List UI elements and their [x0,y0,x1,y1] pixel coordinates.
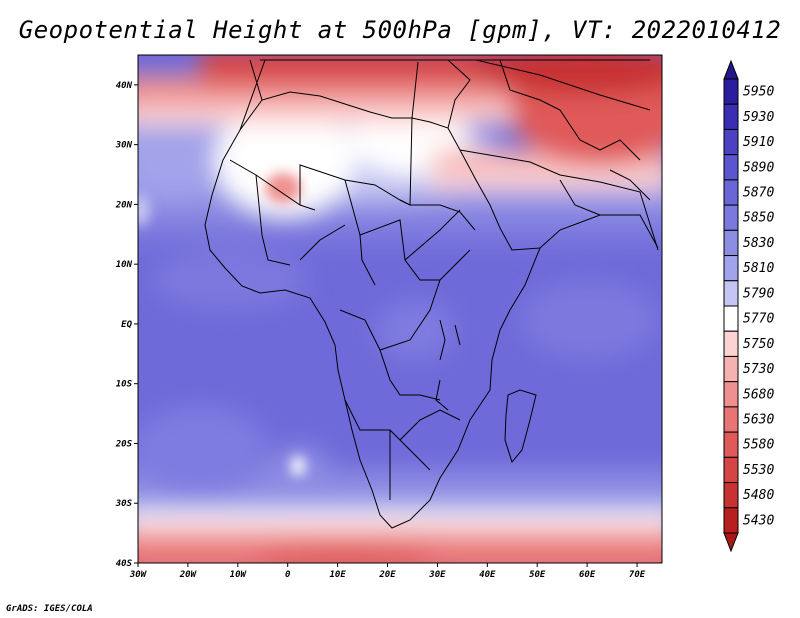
colorbar-label: 5810 [743,261,774,276]
colorbar-label: 5430 [743,513,774,528]
colorbar-label: 5850 [743,211,774,226]
colorbar-swatch [723,507,739,534]
colorbar-label: 5580 [743,438,774,453]
lat-tick-label: 20N [115,200,133,210]
colorbar-swatch [723,128,739,156]
lon-tick-label: 70E [629,570,646,580]
colorbar-label: 5870 [743,186,774,201]
lat-tick-label: 30S [115,499,133,509]
colorbar-label: 5630 [743,413,774,428]
colorbar-label: 5950 [743,85,774,100]
lon-tick-label: 30W [129,570,148,580]
colorbar-label: 5530 [743,463,774,478]
lon-tick-label: 50E [529,570,546,580]
coastlines [204,59,659,529]
colorbar-label: 5750 [743,337,774,352]
colorbar-label: 5790 [743,286,774,301]
lat-tick-label: 40S [116,559,133,569]
colorbar-min-arrow [723,532,739,553]
colorbar-swatch [723,229,739,257]
colorbar-label: 5480 [743,488,774,503]
colorbar-label: 5680 [743,387,774,402]
height-field [138,55,662,563]
map-frame [137,54,663,564]
colorbar-label: 5730 [743,362,774,377]
colorbar-swatch [723,456,739,484]
footer-credit: GrADS: IGES/COLA [6,604,93,614]
lat-tick-label: 10N [116,260,133,270]
lat-tick-label: 30N [115,141,133,151]
colorbar-swatch [723,355,739,383]
colorbar-swatch [723,154,739,181]
colorbar-label: 5930 [743,110,774,125]
colorbar-label: 5830 [743,236,774,251]
colorbar-swatch [723,280,739,307]
colorbar-swatch [723,406,739,433]
colorbar-swatch [723,179,739,206]
colorbar-swatch [723,381,739,408]
lon-tick-label: 0 [285,570,291,580]
colorbar-swatch [723,78,739,105]
lon-tick-label: 10E [329,570,346,580]
colorbar-swatch [723,204,739,231]
axis-labels: 30W 20W 10W 0 10E 20E 30E 40E 50E 60E 70E 40N 30N 20N… [115,81,646,580]
axis-ticks [134,84,638,567]
lat-tick-label: EQ [121,320,132,330]
colorbar-swatch [723,103,739,130]
colorbar-swatch [723,255,739,282]
colorbar-swatch [723,482,739,509]
colorbar-label: 5890 [743,160,774,175]
lat-tick-label: 40N [116,81,133,91]
lon-tick-label: 30E [428,570,446,580]
colorbar-label: 5770 [743,312,774,327]
colorbar: 5950 5930 5910 5890 5870 5850 5830 5810 5790 5770… [723,59,774,553]
chart-title: Geopotential Height at 500hPa [gpm], VT:… [18,16,782,44]
lon-tick-label: 20E [378,570,396,580]
colorbar-swatch [723,431,739,458]
lat-tick-label: 10S [116,380,133,390]
colorbar-swatch [723,330,739,357]
colorbar-label: 5910 [743,135,774,150]
lon-tick-label: 20W [179,570,198,580]
colorbar-max-arrow [723,59,739,80]
colorbar-swatch [723,305,739,332]
lon-tick-label: 40E [479,570,496,580]
lon-tick-label: 10W [230,570,248,580]
lon-tick-label: 60E [579,570,596,580]
lat-tick-label: 20S [115,439,133,449]
